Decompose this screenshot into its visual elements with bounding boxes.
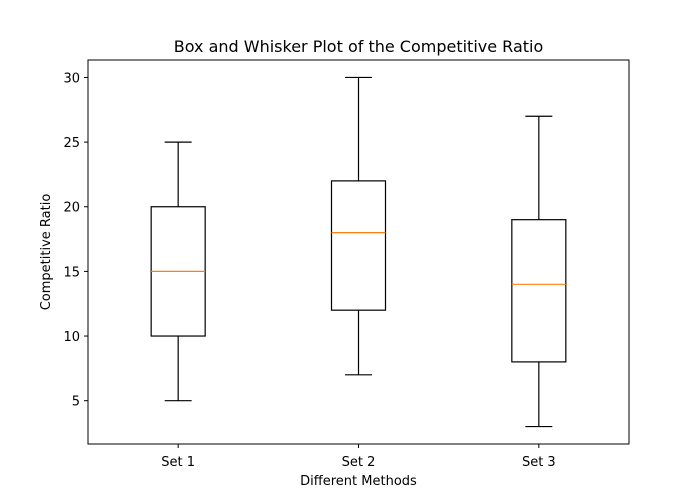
x-axis-label: Different Methods (300, 474, 417, 489)
box-iqr (511, 219, 567, 363)
box-iqr (330, 180, 387, 311)
x-tick-label: Set 3 (522, 455, 556, 470)
y-tick-label: 30 (63, 71, 80, 86)
y-tick-label: 10 (63, 330, 80, 345)
plot-frame (87, 59, 630, 445)
x-tick-label: Set 2 (342, 455, 376, 470)
y-axis-label: Competitive Ratio (39, 194, 54, 311)
y-tick-label: 25 (63, 136, 80, 151)
plot-area: 5 10 15 20 25 30 Set 1 Set 2 Set 3 (63, 71, 567, 470)
x-tick-label: Set 1 (161, 455, 195, 470)
y-tick-label: 20 (63, 201, 80, 216)
chart-title: Box and Whisker Plot of the Competitive … (174, 37, 544, 56)
y-tick-label: 15 (63, 265, 80, 280)
y-tick-label: 5 (72, 395, 80, 410)
